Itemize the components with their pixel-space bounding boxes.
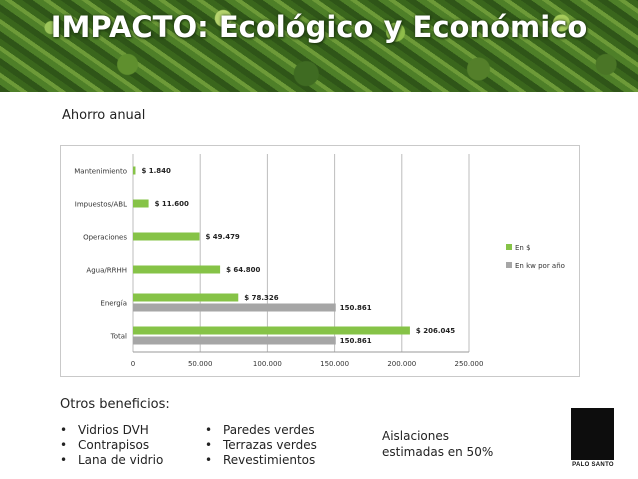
category-label: Total: [110, 333, 127, 341]
bar-data-label: 150.861: [340, 304, 372, 312]
page-title: IMPACTO: Ecológico y Económico: [50, 10, 588, 44]
category-label: Energía: [100, 300, 127, 308]
bar-en-kw: [133, 303, 336, 312]
bar-data-label: $ 49.479: [205, 233, 239, 241]
bar-en-pesos: [133, 166, 136, 175]
savings-chart-svg: 0 50.000 100.000 150.000 200.000 250.000 Mante…: [74, 154, 565, 368]
legend-swatch: [506, 244, 512, 250]
list-item: Vidrios DVH: [60, 423, 163, 438]
bar-en-kw: [133, 336, 336, 345]
list-item: Revestimientos: [205, 453, 317, 468]
category-label: Operaciones: [83, 234, 127, 242]
x-tick-label: 150.000: [320, 360, 349, 368]
logo-label: PALO SANTO: [572, 462, 614, 468]
category-label: Agua/RRHH: [86, 267, 127, 275]
bar-data-label: $ 11.600: [155, 200, 189, 208]
list-item: Paredes verdes: [205, 423, 317, 438]
x-tick-label: 0: [131, 360, 135, 368]
benefits-title: Otros beneficios:: [60, 397, 170, 412]
legend-label: En $: [515, 244, 531, 252]
x-tick-label: 250.000: [455, 360, 484, 368]
bar-en-pesos: [133, 199, 149, 208]
bar-data-label: 150.861: [340, 337, 372, 345]
list-item: Lana de vidrio: [60, 453, 163, 468]
benefits-list-2: Paredes verdes Terrazas verdes Revestimi…: [205, 423, 317, 468]
palo-santo-logo: [571, 408, 614, 460]
x-tick-label: 200.000: [387, 360, 416, 368]
legend-swatch: [506, 262, 512, 268]
bar-data-label: $ 206.045: [416, 327, 455, 335]
bar-en-pesos: [133, 326, 410, 335]
header-banner: IMPACTO: Ecológico y Económico: [0, 0, 638, 92]
bar-data-label: $ 78.326: [244, 294, 278, 302]
chart-subtitle: Ahorro anual: [62, 108, 146, 123]
legend-label: En kw por año: [515, 262, 565, 270]
x-tick-label: 100.000: [253, 360, 282, 368]
bar-data-label: $ 1.840: [141, 167, 171, 175]
benefits-list-1: Vidrios DVH Contrapisos Lana de vidrio: [60, 423, 163, 468]
savings-chart: 0 50.000 100.000 150.000 200.000 250.000 Mante…: [60, 145, 580, 377]
bar-data-label: $ 64.800: [226, 266, 260, 274]
category-label: Mantenimiento: [74, 168, 127, 176]
insulation-note: Aislaciones estimadas en 50%: [382, 428, 522, 460]
bar-en-pesos: [133, 232, 200, 241]
x-tick-label: 50.000: [188, 360, 213, 368]
category-label: Impuestos/ABL: [75, 201, 127, 209]
list-item: Terrazas verdes: [205, 438, 317, 453]
insulation-note-line-2: estimadas en 50%: [382, 445, 494, 459]
bar-en-pesos: [133, 265, 221, 274]
bar-en-pesos: [133, 293, 239, 302]
list-item: Contrapisos: [60, 438, 163, 453]
insulation-note-line-1: Aislaciones: [382, 429, 449, 443]
